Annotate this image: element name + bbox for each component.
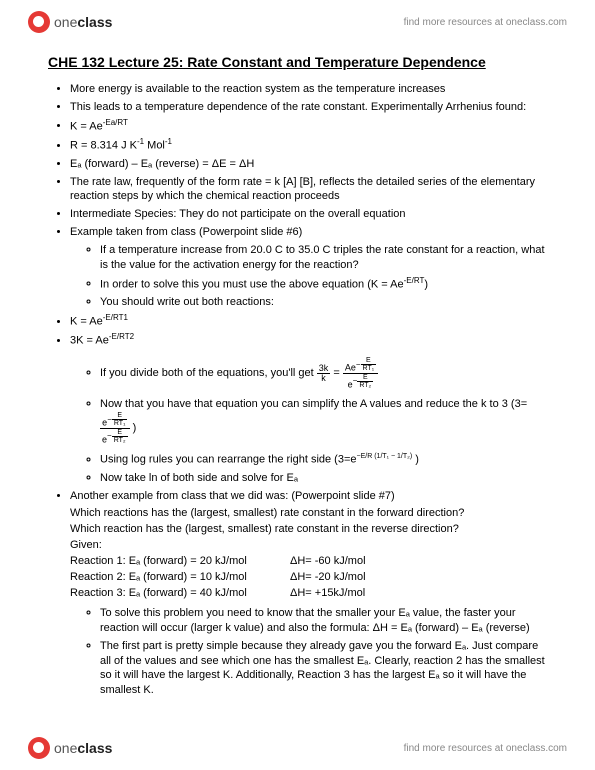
logo-text-bold: class — [77, 740, 112, 756]
text: Given: — [70, 538, 547, 554]
logo-text-prefix: one — [54, 14, 77, 30]
list-item: Eₐ (forward) – Eₐ (reverse) = ΔE = ΔH — [70, 157, 547, 172]
list-item: In order to solve this you must use the … — [100, 276, 547, 293]
sup: -E/RT — [404, 276, 425, 285]
text: e — [348, 379, 353, 389]
fraction: e−ERT₁ e−ERT₂ — [100, 412, 130, 444]
text: R = 8.314 J K — [70, 140, 137, 152]
list-item: You should write out both reactions: — [100, 295, 547, 310]
text: ) — [424, 278, 428, 290]
sup: −ERT₁ — [107, 415, 127, 424]
sup: -E/RT1 — [103, 313, 128, 322]
list-item: The rate law, frequently of the form rat… — [70, 175, 547, 205]
list-item: K = Ae-Ea/RT — [70, 118, 547, 135]
d: RT₁ — [361, 365, 377, 372]
list-item: More energy is available to the reaction… — [70, 82, 547, 97]
sup: -1 — [165, 137, 172, 146]
numerator: Ae−ERT₁ — [343, 357, 378, 374]
list-item: If you divide both of the equations, you… — [100, 357, 547, 389]
text: If you divide both of the equations, you… — [100, 367, 317, 379]
list-item: Intermediate Species: They do not partic… — [70, 207, 547, 222]
header-tagline[interactable]: find more resources at oneclass.com — [404, 17, 567, 28]
text: Reaction 2: Eₐ (forward) = 10 kJ/mol — [70, 570, 290, 586]
logo-icon — [28, 11, 50, 33]
text: ) — [133, 422, 137, 434]
text: Mol — [144, 140, 165, 152]
fraction: Ae−ERT₁ e−ERT₂ — [343, 357, 378, 389]
text: Using log rules you can rearrange the ri… — [100, 454, 357, 466]
text: Another example from class that we did w… — [70, 490, 395, 502]
logo: oneclass — [28, 11, 112, 33]
text: K = Ae — [70, 316, 103, 328]
text: = — [333, 367, 342, 379]
list-item: The first part is pretty simple because … — [100, 639, 547, 698]
sup: −E/R (1/T₁ − 1/T₂) — [357, 453, 413, 460]
sup: −ERT₁ — [356, 360, 376, 369]
d: RT₂ — [357, 382, 373, 389]
fraction: 3k k — [317, 364, 331, 383]
text: ΔH= +15kJ/mol — [290, 587, 365, 599]
d: RT₁ — [112, 420, 128, 427]
reaction-row: Reaction 1: Eₐ (forward) = 20 kJ/molΔH= … — [70, 554, 547, 570]
example-block: Which reactions has the (largest, smalle… — [70, 506, 547, 602]
logo-text: oneclass — [54, 14, 112, 30]
denominator: k — [317, 374, 331, 383]
reaction-row: Reaction 3: Eₐ (forward) = 40 kJ/molΔH= … — [70, 586, 547, 602]
logo: oneclass — [28, 737, 112, 759]
reaction-row: Reaction 2: Eₐ (forward) = 10 kJ/molΔH= … — [70, 570, 547, 586]
text: 3K = Ae — [70, 335, 109, 347]
list-item: R = 8.314 J K-1 Mol-1 — [70, 137, 547, 154]
n: E — [361, 357, 377, 365]
text: Example taken from class (Powerpoint sli… — [70, 226, 302, 238]
sup: -E/RT2 — [109, 332, 134, 341]
text: Reaction 1: Eₐ (forward) = 20 kJ/mol — [70, 554, 290, 570]
list-item: This leads to a temperature dependence o… — [70, 100, 547, 115]
list-item: Another example from class that we did w… — [70, 489, 547, 699]
n: E — [112, 412, 128, 420]
n: E — [357, 374, 373, 382]
denominator: e−ERT₂ — [343, 374, 378, 390]
logo-text-prefix: one — [54, 740, 77, 756]
sup: -Ea/RT — [103, 118, 128, 127]
footer: oneclass find more resources at oneclass… — [0, 726, 595, 770]
sup: −ERT₂ — [353, 376, 374, 385]
text: Ae — [345, 363, 356, 373]
list-item: If a temperature increase from 20.0 C to… — [100, 243, 547, 273]
list-item: To solve this problem you need to know t… — [100, 606, 547, 636]
footer-tagline[interactable]: find more resources at oneclass.com — [404, 743, 567, 754]
sub-list: If you divide both of the equations, you… — [70, 357, 547, 486]
text: Which reaction has the (largest, smalles… — [70, 522, 547, 538]
list-item: K = Ae-E/RT1 — [70, 313, 547, 330]
sup: −ERT₂ — [107, 431, 128, 440]
text: K = Ae — [70, 120, 103, 132]
text: ) — [412, 454, 419, 466]
text: Which reactions has the (largest, smalle… — [70, 506, 547, 522]
list-item: Using log rules you can rearrange the ri… — [100, 452, 547, 468]
denominator: e−ERT₂ — [100, 429, 130, 445]
numerator: e−ERT₁ — [100, 412, 130, 429]
logo-text-bold: class — [77, 14, 112, 30]
logo-text: oneclass — [54, 740, 112, 756]
list-item: 3K = Ae-E/RT2 If you divide both of the … — [70, 332, 547, 485]
n: E — [112, 429, 128, 437]
document-body: CHE 132 Lecture 25: Rate Constant and Te… — [0, 44, 595, 698]
header: oneclass find more resources at oneclass… — [0, 0, 595, 44]
text: ΔH= -60 kJ/mol — [290, 555, 366, 567]
d: RT₂ — [112, 437, 128, 444]
list-item: Now take ln of both side and solve for E… — [100, 471, 547, 486]
text: Now that you have that equation you can … — [100, 398, 527, 410]
text: ΔH= -20 kJ/mol — [290, 571, 366, 583]
page-title: CHE 132 Lecture 25: Rate Constant and Te… — [48, 54, 547, 70]
text: Reaction 3: Eₐ (forward) = 40 kJ/mol — [70, 586, 290, 602]
list-item: Example taken from class (Powerpoint sli… — [70, 225, 547, 310]
text: In order to solve this you must use the … — [100, 278, 404, 290]
logo-icon — [28, 737, 50, 759]
sub-list: If a temperature increase from 20.0 C to… — [70, 243, 547, 310]
main-list: More energy is available to the reaction… — [48, 82, 547, 698]
list-item: Now that you have that equation you can … — [100, 397, 547, 444]
sub-list: To solve this problem you need to know t… — [70, 606, 547, 698]
